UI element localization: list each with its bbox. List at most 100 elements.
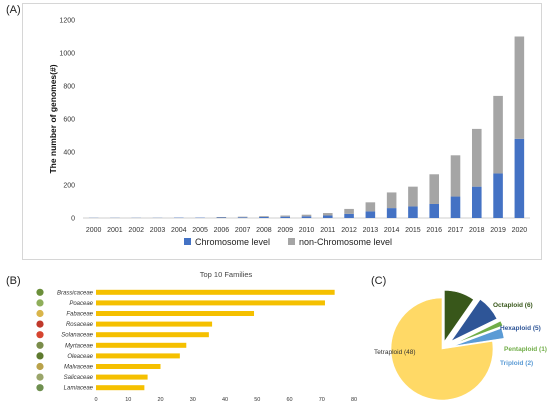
pie-label-octaploid: Octaploid (6) (493, 302, 533, 309)
plant-icon (36, 384, 44, 392)
family-label: Lamiaceae (64, 386, 94, 392)
x-tick-label: 2001 (107, 227, 123, 234)
pie-slice-octaploid (444, 290, 474, 343)
bar-non-chromosome-level (259, 216, 269, 218)
bar-chromosome-level (322, 215, 333, 218)
pie-label-tetraploid: Tetraploid (48) (374, 349, 416, 356)
plant-icon (36, 331, 44, 339)
family-bar (96, 342, 187, 348)
x-tick-label: 2004 (171, 227, 187, 234)
x-tick-label: 2018 (469, 227, 485, 234)
plant-icon (36, 362, 44, 371)
bar-chromosome-level (450, 196, 461, 218)
x-tick-label: 2010 (299, 227, 315, 234)
x-tick-label: 10 (125, 397, 131, 403)
x-tick-label: 20 (157, 397, 163, 403)
panel-a-label: (A) (6, 4, 21, 16)
bar-chromosome-level (344, 213, 354, 218)
pie-label-pentaploid: Pentaploid (1) (504, 346, 547, 353)
bar-non-chromosome-level (322, 213, 333, 216)
family-bar (96, 300, 325, 306)
panel-c-label: (C) (371, 275, 387, 287)
chart-title: Top 10 Families (200, 270, 253, 279)
x-tick-label: 2012 (341, 227, 357, 234)
bar-chromosome-level (301, 216, 312, 218)
x-tick-label: 2009 (277, 227, 293, 234)
bar-non-chromosome-level (471, 128, 482, 187)
family-label: Oleaceae (67, 354, 93, 360)
pie-label-hexaploid: Hexaploid (5) (500, 325, 541, 332)
bar-chromosome-level (237, 217, 248, 218)
plant-icon (36, 320, 44, 328)
pie-slice-hexaploid (450, 298, 498, 342)
x-tick-label: 2003 (150, 227, 166, 234)
y-tick-label: 800 (63, 84, 75, 91)
bar-non-chromosome-level (365, 202, 376, 212)
x-tick-label: 60 (286, 397, 292, 403)
bar-non-chromosome-level (429, 174, 440, 204)
pie-slice-pentaploid (454, 320, 504, 344)
legend-swatch-chromosome (184, 238, 191, 245)
family-label: Fabaceae (66, 312, 93, 318)
bar-non-chromosome-level (408, 186, 418, 207)
x-tick-label: 2007 (235, 227, 251, 234)
plant-icon (36, 373, 44, 381)
family-bar (96, 364, 161, 369)
family-label: Rosaceae (66, 322, 94, 328)
genomes-by-year-chart: 0 200 400 600 800 1000 1200 The number of genom… (48, 18, 530, 247)
family-bar (96, 374, 148, 380)
legend-label-non-chromosome: non-Chromosome level (299, 237, 392, 247)
family-bar (96, 353, 180, 359)
panel-a-frame (22, 3, 542, 260)
family-bar (96, 385, 145, 391)
bar-chromosome-level (259, 217, 269, 218)
x-tick-label: 2019 (490, 227, 506, 234)
bar-non-chromosome-level (237, 216, 248, 218)
legend-label-chromosome: Chromosome level (195, 237, 270, 247)
x-tick-label: 0 (94, 397, 97, 403)
x-tick-label: 70 (319, 397, 325, 403)
y-tick-label: 1000 (59, 51, 75, 58)
bar-chromosome-level (408, 206, 418, 218)
plant-icon (36, 288, 44, 296)
y-tick-label: 600 (63, 117, 75, 124)
bar-non-chromosome-level (280, 215, 291, 217)
bar-non-chromosome-level (386, 192, 397, 209)
family-label: Salicaceae (64, 375, 94, 381)
family-label: Brassicaceae (57, 290, 94, 296)
x-tick-label: 2017 (448, 227, 464, 234)
bar-non-chromosome-level (344, 208, 354, 214)
bar-chromosome-level (493, 173, 503, 218)
y-axis-title: The number of genomes(#) (48, 64, 58, 173)
plant-icon (36, 341, 44, 349)
y-tick-label: 200 (63, 183, 75, 190)
family-bar (96, 321, 213, 327)
x-tick-label: 2014 (384, 227, 400, 234)
x-tick-label: 80 (351, 397, 357, 403)
bar-non-chromosome-level (450, 155, 461, 197)
family-bar (96, 311, 255, 316)
bar-non-chromosome-level (301, 214, 312, 217)
bar-non-chromosome-level (514, 36, 525, 139)
bar-chromosome-level (429, 203, 440, 218)
pie-label-triploid: Triploid (2) (500, 360, 533, 367)
family-label: Solanaceae (61, 333, 93, 339)
x-tick-label: 2005 (192, 227, 208, 234)
y-tick-label: 0 (71, 216, 75, 223)
plant-icon (36, 309, 44, 318)
bar-chromosome-level (365, 211, 376, 218)
x-tick-label: 2016 (426, 227, 442, 234)
family-label: Myrtaceae (65, 343, 94, 349)
x-tick-label: 30 (190, 397, 196, 403)
x-tick-label: 2008 (256, 227, 272, 234)
y-tick-label: 1200 (59, 18, 75, 25)
family-label: Poaceae (69, 301, 93, 307)
x-tick-label: 2011 (320, 227, 335, 234)
ploidy-pie-chart: Tetraploid (48) Octaploid (6) Hexaploid (5… (374, 290, 547, 401)
bar-chromosome-level (514, 138, 525, 218)
plant-icon (36, 299, 44, 307)
legend-swatch-non-chromosome (288, 238, 295, 245)
plant-icon (36, 352, 44, 360)
x-tick-label: 2020 (512, 227, 528, 234)
x-tick-label: 50 (254, 397, 260, 403)
